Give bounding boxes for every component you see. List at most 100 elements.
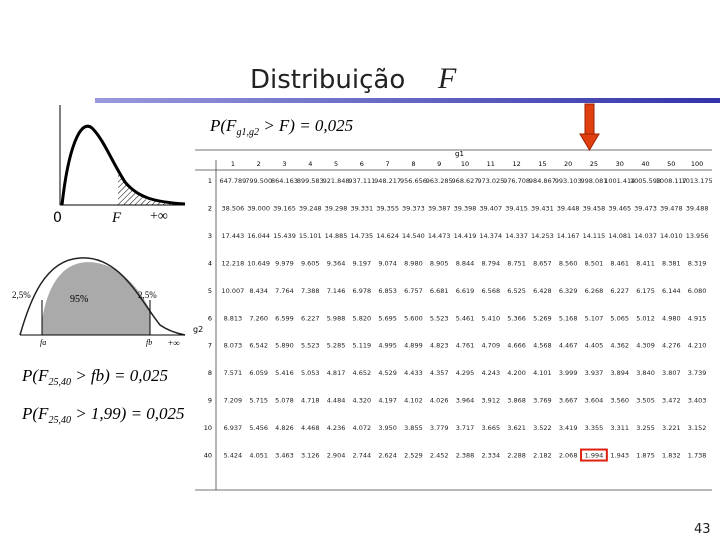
cell: 8.980 <box>404 259 423 267</box>
cell: 968.627 <box>452 177 479 185</box>
cell: 2.334 <box>481 452 500 460</box>
cell: 8.905 <box>430 259 449 267</box>
cell: 3.355 <box>585 424 604 432</box>
cell: 39.478 <box>660 204 683 212</box>
cell: 6.542 <box>249 342 268 350</box>
cell: 2.182 <box>533 452 552 460</box>
cell: 3.937 <box>585 369 604 377</box>
row-label: 6 <box>208 314 212 322</box>
cell: 4.718 <box>301 397 320 405</box>
formula: P(F25,40 > fb) = 0,025 <box>21 366 168 388</box>
label: +∞ <box>168 338 180 348</box>
cell: 14.037 <box>634 232 657 240</box>
cell: 3.505 <box>636 397 655 405</box>
f-table: g1 g2 <box>193 149 712 491</box>
cell: 4.276 <box>662 342 681 350</box>
formula-part: > 1,99) = 0,025 <box>71 404 185 423</box>
cell: 8.411 <box>636 259 655 267</box>
cell: 14.253 <box>531 232 554 240</box>
tail-area <box>118 172 185 205</box>
row-label: 3 <box>208 232 212 240</box>
cell: 5.820 <box>353 314 372 322</box>
cell: 5.715 <box>249 397 268 405</box>
col-label: 50 <box>667 160 675 168</box>
cell: 4.101 <box>533 369 552 377</box>
cell: 5.285 <box>327 342 346 350</box>
cell: 3.472 <box>662 397 681 405</box>
cell: 8.794 <box>481 259 500 267</box>
row-label: 10 <box>204 424 212 432</box>
title: Distribuição F <box>250 62 457 95</box>
formula-sub: 25,40 <box>48 415 71 426</box>
cell: 7.260 <box>249 314 268 322</box>
cell: 6.059 <box>249 369 268 377</box>
cell: 6.568 <box>481 287 500 295</box>
cell: 14.374 <box>479 232 502 240</box>
cell: 39.000 <box>247 204 270 212</box>
cell: 3.739 <box>688 369 707 377</box>
cell: 6.757 <box>404 287 423 295</box>
row-label: 4 <box>208 259 212 267</box>
cell: 4.357 <box>430 369 449 377</box>
cell: 3.463 <box>275 452 294 460</box>
cell: 921.848 <box>323 177 350 185</box>
cell: 1013.175 <box>682 177 713 185</box>
row-label: 1 <box>208 177 212 185</box>
col-label: 15 <box>538 160 546 168</box>
cell: 14.115 <box>583 232 606 240</box>
cell: 7.388 <box>301 287 320 295</box>
cell: 799.500 <box>245 177 272 185</box>
col-label: 20 <box>564 160 572 168</box>
label: +∞ <box>150 209 168 224</box>
cell: 3.950 <box>378 424 397 432</box>
cell: 3.221 <box>662 424 681 432</box>
cell: 39.355 <box>376 204 399 212</box>
cell: 3.665 <box>481 424 500 432</box>
cell: 6.227 <box>610 287 629 295</box>
cell: 4.072 <box>353 424 372 432</box>
cell: 5.461 <box>456 314 475 322</box>
cell: 3.894 <box>610 369 629 377</box>
col-label: 2 <box>257 160 261 168</box>
arrow-head <box>579 133 600 151</box>
col-label: 4 <box>308 160 312 168</box>
col-label: 6 <box>360 160 364 168</box>
cell: 4.295 <box>456 369 475 377</box>
cell: 39.473 <box>634 204 657 212</box>
title-var: F <box>437 62 457 95</box>
cell: 14.885 <box>325 232 348 240</box>
cell: 5.053 <box>301 369 320 377</box>
density-plot-2: 2,5% 95% 2,5% fa fb +∞ <box>12 257 186 348</box>
cell: 39.465 <box>608 204 631 212</box>
cell: 3.840 <box>636 369 655 377</box>
cell: 4.529 <box>378 369 397 377</box>
label: fb <box>146 338 152 347</box>
cell: 9.074 <box>378 259 397 267</box>
col-label: 100 <box>691 160 703 168</box>
formula-part: P(F <box>21 366 49 385</box>
cell: 4.980 <box>662 314 681 322</box>
cell: 3.621 <box>507 424 526 432</box>
page-number: 43 <box>694 522 711 537</box>
cell: 3.868 <box>507 397 526 405</box>
cell: 6.329 <box>559 287 578 295</box>
col-label: 12 <box>512 160 520 168</box>
cell: 39.387 <box>428 204 451 212</box>
cell: 6.853 <box>378 287 397 295</box>
cell: 14.010 <box>660 232 683 240</box>
highlight-box <box>580 448 608 462</box>
cell: 8.319 <box>688 259 707 267</box>
row-header: g2 <box>193 325 203 334</box>
cell: 4.197 <box>378 397 397 405</box>
label: 0 <box>53 210 62 226</box>
formula: P(Fg1,g2 > F) = 0,025 <box>209 116 353 138</box>
cell: 4.309 <box>636 342 655 350</box>
cell: 5.523 <box>301 342 320 350</box>
cell: 7.209 <box>224 397 243 405</box>
cell: 3.779 <box>430 424 449 432</box>
formula-sub: 25,40 <box>48 377 71 388</box>
col-label: 30 <box>616 160 624 168</box>
cell: 5.366 <box>507 314 526 322</box>
label: 95% <box>70 294 88 305</box>
cell: 39.431 <box>531 204 554 212</box>
